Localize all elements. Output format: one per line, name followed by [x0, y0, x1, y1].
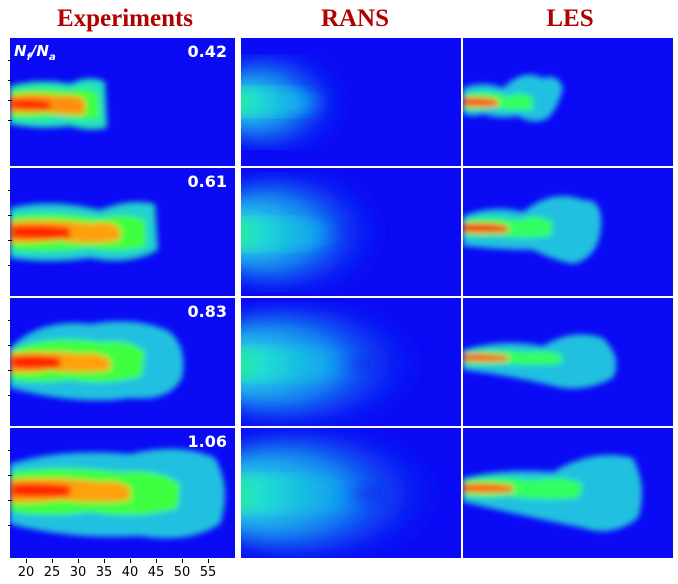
les-panel-row2	[463, 168, 673, 296]
x-tick	[156, 559, 157, 563]
column-title-rans: RANS	[320, 5, 390, 32]
x-tick-label: 40	[121, 565, 139, 580]
parameter-label: Nf/Na	[14, 42, 56, 63]
experiment-panel-row2: 0.61	[10, 168, 235, 296]
experiment-panel-row4: 1.06	[10, 428, 235, 558]
x-tick-label: 50	[173, 565, 191, 580]
y-tick	[8, 240, 12, 241]
x-tick	[104, 559, 105, 563]
y-tick	[8, 395, 12, 396]
row-value-label: 0.83	[187, 302, 227, 321]
x-tick	[78, 559, 79, 563]
experiment-panel-row1: Nf/Na 0.42	[10, 38, 235, 166]
x-tick	[52, 559, 53, 563]
y-tick	[8, 60, 12, 61]
row-value-label: 0.61	[187, 172, 227, 191]
y-tick	[8, 265, 12, 266]
x-tick-label: 20	[17, 565, 35, 580]
x-tick	[26, 559, 27, 563]
x-tick-label: 35	[95, 565, 113, 580]
column-title-les: LES	[546, 5, 594, 32]
les-panel-row3	[463, 298, 673, 426]
y-tick	[8, 525, 12, 526]
x-tick-label: 25	[43, 565, 61, 580]
y-tick	[8, 80, 12, 81]
x-tick	[182, 559, 183, 563]
y-tick	[8, 370, 12, 371]
x-tick	[208, 559, 209, 563]
row-value-label: 0.42	[187, 42, 227, 61]
y-tick	[8, 100, 12, 101]
y-tick	[8, 215, 12, 216]
row-value-label: 1.06	[187, 432, 227, 451]
rans-panel-row4	[241, 428, 461, 558]
rans-panel-row3	[241, 298, 461, 426]
les-panel-row1	[463, 38, 673, 166]
x-tick-label: 45	[147, 565, 165, 580]
y-tick	[8, 345, 12, 346]
x-tick-label: 55	[199, 565, 217, 580]
rans-panel-row1	[241, 38, 461, 166]
y-tick	[8, 500, 12, 501]
les-panel-row4	[463, 428, 673, 558]
experiment-panel-row3: 0.83	[10, 298, 235, 426]
x-tick	[130, 559, 131, 563]
y-tick	[8, 450, 12, 451]
y-tick	[8, 190, 12, 191]
y-tick	[8, 120, 12, 121]
rans-panel-row2	[241, 168, 461, 296]
y-tick	[8, 475, 12, 476]
column-title-experiments: Experiments	[56, 5, 194, 32]
y-tick	[8, 320, 12, 321]
x-tick-label: 30	[69, 565, 87, 580]
